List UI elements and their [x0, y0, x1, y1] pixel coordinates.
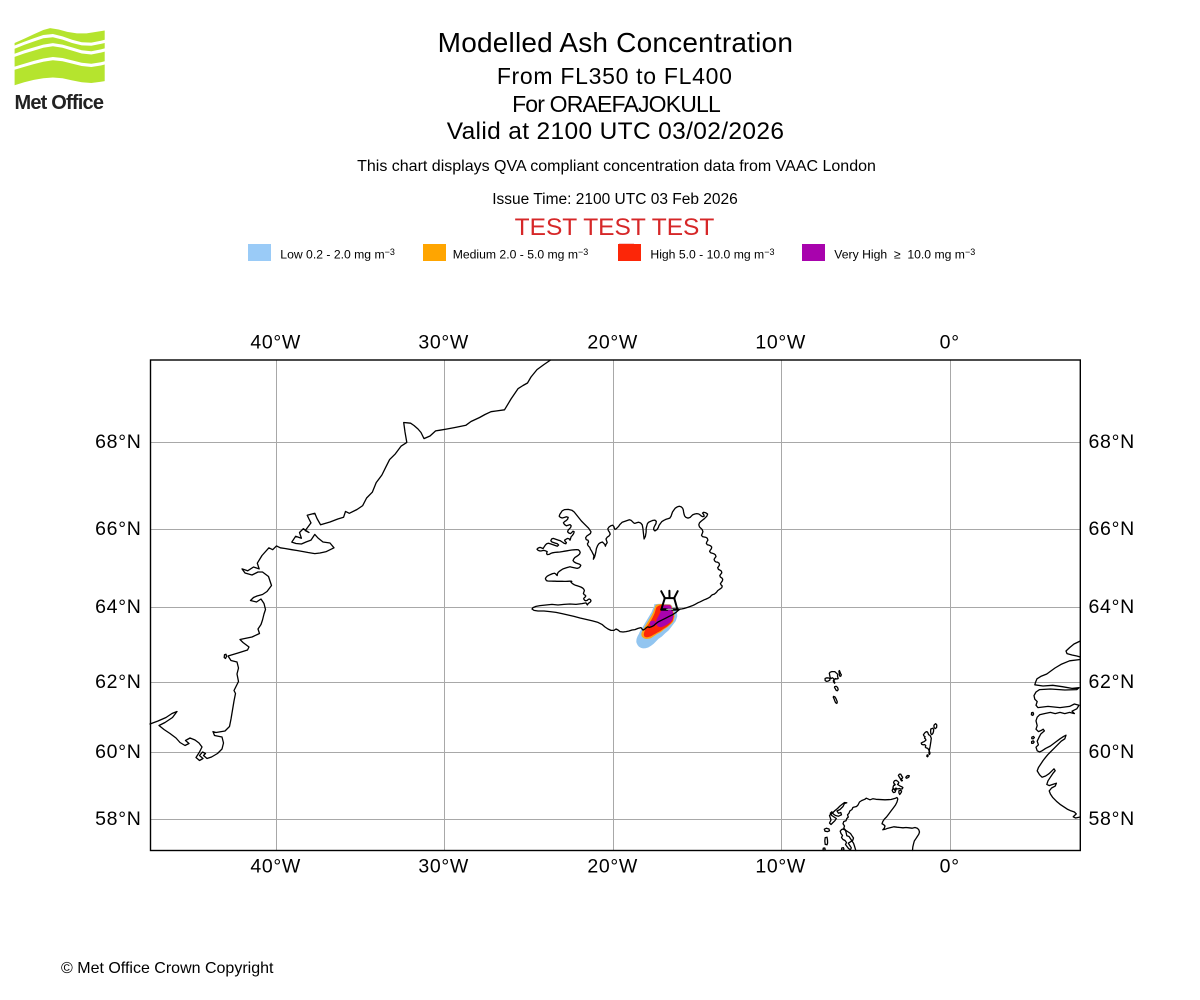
svg-text:20°W: 20°W — [587, 856, 638, 878]
svg-text:40°W: 40°W — [250, 331, 301, 353]
svg-text:62°N: 62°N — [95, 671, 141, 693]
svg-text:64°N: 64°N — [95, 596, 141, 618]
svg-text:68°N: 68°N — [1089, 431, 1135, 453]
svg-text:60°N: 60°N — [1089, 741, 1135, 763]
svg-text:60°N: 60°N — [95, 741, 141, 763]
svg-text:40°W: 40°W — [250, 856, 301, 878]
svg-text:58°N: 58°N — [95, 808, 141, 830]
svg-text:66°N: 66°N — [95, 518, 141, 540]
svg-text:68°N: 68°N — [95, 431, 141, 453]
svg-text:64°N: 64°N — [1089, 596, 1135, 618]
svg-text:0°: 0° — [940, 856, 960, 878]
svg-text:0°: 0° — [940, 331, 960, 353]
svg-text:66°N: 66°N — [1089, 518, 1135, 540]
svg-text:30°W: 30°W — [418, 331, 469, 353]
svg-text:10°W: 10°W — [755, 856, 806, 878]
svg-text:62°N: 62°N — [1089, 671, 1135, 693]
svg-text:58°N: 58°N — [1089, 808, 1135, 830]
svg-text:30°W: 30°W — [418, 856, 469, 878]
svg-text:Met Office: Met Office — [15, 92, 104, 112]
svg-text:20°W: 20°W — [587, 331, 638, 353]
svg-text:10°W: 10°W — [755, 331, 806, 353]
